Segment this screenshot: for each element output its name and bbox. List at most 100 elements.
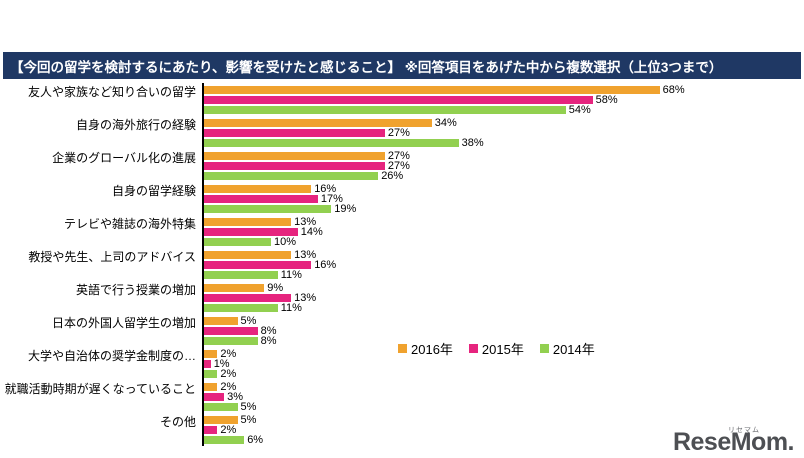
bar-value-label: 27% (387, 126, 410, 139)
bar-2014年 (204, 303, 278, 312)
chart-title-bar: 【今回の留学を検討するにあたり、影響を受けたと感じること】 ※回答項目をあげた中… (3, 52, 801, 79)
bar-2015年 (204, 359, 211, 368)
bar-value-label: 13% (294, 248, 317, 261)
bar-2014年 (204, 138, 459, 147)
bar-2014年 (204, 270, 278, 279)
bar-2014年 (204, 204, 332, 213)
bar-value-label: 19% (334, 202, 357, 215)
bar-value-label: 13% (294, 291, 317, 304)
legend-swatch (539, 344, 549, 353)
chart-row: 自身の留学経験 16% 17% 19% (112, 182, 804, 215)
bar-group: テレビや雑誌の海外特集 13% 14% 10% (64, 215, 323, 248)
chart-row: 教授や先生、上司のアドバイス 13% 16% 11% (28, 248, 804, 281)
bar-group: 英語で行う授業の増加 9% 13% 11% (76, 281, 317, 314)
bar-2015年 (204, 392, 225, 401)
chart-row: 自身の海外旅行の経験 34% 27% 38% (76, 116, 804, 149)
chart-row: 日本の外国人留学生の増加 5% 8% 8% (52, 314, 804, 347)
bar-2015年 (204, 260, 312, 269)
bar-2016年 (204, 382, 218, 391)
category-label: 自身の留学経験 (111, 183, 196, 198)
bar-2015年 (204, 95, 593, 104)
bar-value-label: 11% (280, 301, 302, 314)
bar-value-label: 13% (294, 215, 317, 228)
bar-line: 13% (204, 215, 323, 228)
bar-group: 教授や先生、上司のアドバイス 13% 16% 11% (28, 248, 336, 281)
bar-group: 就職活動時期が遅くなっていること 2% 3% 5% (5, 380, 257, 413)
bar-value-label: 2% (220, 347, 237, 360)
bar-value-label: 54% (568, 103, 591, 116)
category-label: その他 (159, 414, 196, 429)
bar-2015年 (204, 194, 318, 203)
bar-line: 17% (204, 193, 356, 204)
chart-rows: 友人や家族など知り合いの留学 68% 58% 54% 自身の海外旅行の経験 34% 27% 3… (5, 83, 804, 446)
bar-chart: 友人や家族など知り合いの留学 68% 58% 54% 自身の海外旅行の経験 34% 27% 3… (0, 83, 804, 446)
bar-2015年 (204, 326, 258, 335)
bar-2016年 (204, 283, 265, 292)
bar-2014年 (204, 369, 218, 378)
legend: 2016年 2015年 2014年 (398, 339, 595, 358)
category-label: 英語で行う授業の増加 (75, 282, 196, 297)
bar-line: 11% (204, 301, 316, 314)
bar-2016年 (204, 85, 660, 94)
bar-group: 友人や家族など知り合いの留学 68% 58% 54% (28, 83, 685, 116)
logo-ruby-text: リセマム (728, 427, 760, 434)
bar-2015年 (204, 293, 292, 302)
bar-2014年 (204, 435, 245, 444)
bar-2015年 (204, 161, 385, 170)
bar-group: その他 5% 2% 6% (160, 413, 263, 446)
legend-swatch (398, 344, 407, 353)
bar-line: 2% (204, 347, 237, 360)
bar-2016年 (204, 217, 292, 226)
category-label: 自身の海外旅行の経験 (75, 117, 196, 132)
bar-line: 8% (204, 324, 277, 337)
bar-value-label: 8% (260, 324, 277, 337)
category-label: 企業のグローバル化の進展 (52, 150, 196, 165)
bar-value-label: 3% (227, 390, 243, 403)
legend-swatch (468, 344, 478, 353)
bar-2015年 (204, 128, 385, 137)
bar-value-label: 58% (595, 93, 618, 106)
bar-line: 58% (204, 93, 685, 106)
bar-value-label: 5% (240, 400, 257, 413)
bar-line: 11% (204, 268, 336, 281)
bar-line: 6% (204, 434, 263, 445)
chart-row: 友人や家族など知り合いの留学 68% 58% 54% (28, 83, 804, 116)
bar-line: 27% (204, 126, 484, 139)
legend-label: 2014年 (552, 342, 595, 357)
bar-value-label: 27% (387, 159, 410, 172)
bar-line: 5% (204, 413, 263, 426)
bar-2014年 (204, 237, 271, 246)
bar-line: 16% (204, 182, 356, 195)
chart-row: 大学や自治体の奨学金制度の… 2% 1% 2% (28, 347, 804, 380)
bar-2016年 (204, 118, 432, 127)
bar-line: 1% (204, 358, 236, 369)
chart-row: テレビや雑誌の海外特集 13% 14% 10% (64, 215, 804, 248)
category-label: 大学や自治体の奨学金制度の… (27, 348, 196, 363)
bar-value-label: 2% (220, 423, 237, 436)
bar-2015年 (204, 227, 298, 236)
category-label: 友人や家族など知り合いの留学 (27, 84, 196, 99)
bar-line: 5% (204, 314, 277, 327)
bar-line: 38% (204, 137, 484, 148)
bar-2016年 (204, 415, 238, 424)
bar-line: 3% (204, 390, 256, 403)
bar-2016年 (204, 250, 292, 259)
category-label: 教授や先生、上司のアドバイス (28, 249, 196, 264)
bar-line: 9% (204, 282, 316, 293)
bar-2016年 (204, 316, 238, 325)
bar-value-label: 10% (274, 235, 297, 248)
bar-2014年 (204, 402, 238, 411)
bar-line: 13% (204, 248, 336, 261)
bar-line: 26% (204, 170, 410, 181)
bar-value-label: 5% (240, 413, 257, 426)
bar-line: 8% (204, 335, 277, 346)
bar-group: 日本の外国人留学生の増加 5% 8% 8% (52, 314, 277, 347)
bar-value-label: 11% (280, 268, 302, 281)
bar-value-label: 16% (314, 182, 337, 195)
bar-value-label: 27% (387, 149, 410, 162)
bar-line: 16% (204, 259, 336, 270)
bar-value-label: 5% (240, 314, 257, 327)
bar-line: 2% (204, 381, 256, 392)
logo-wordmark: ReseMom. (672, 428, 795, 456)
